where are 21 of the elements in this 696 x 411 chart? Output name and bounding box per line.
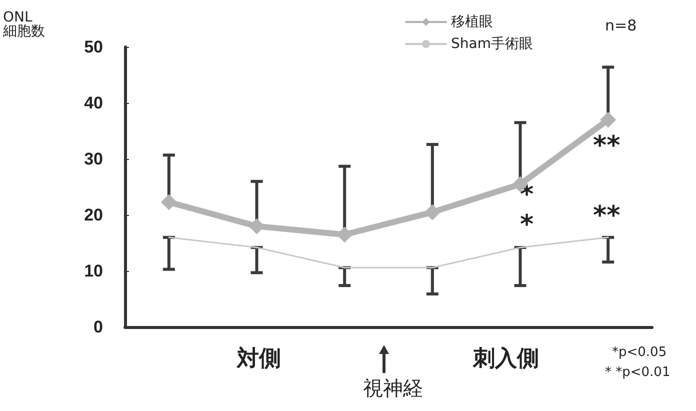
y-tick-label: 30 [84, 150, 103, 168]
y-tick-label: 10 [84, 262, 103, 280]
text: 視神経 [363, 376, 423, 400]
text: * *p<0.01 [605, 365, 670, 380]
point [424, 204, 440, 220]
annotation: ** [593, 131, 621, 161]
legend-label: Sham手術眼 [451, 36, 533, 52]
annotation: ** [593, 201, 621, 231]
point [600, 112, 616, 128]
text: 対側 [236, 346, 281, 372]
annotation: * [520, 210, 534, 240]
y-tick-label: 0 [94, 318, 103, 336]
y-tick-label: 50 [84, 38, 103, 56]
text: n=8 [605, 16, 637, 34]
text: *p<0.05 [612, 345, 667, 360]
legend-label: 移植眼 [451, 14, 493, 30]
text: 刺入側 [472, 346, 539, 372]
y-tick-label: 40 [84, 94, 103, 112]
point [160, 194, 177, 210]
y-axis-title: ONL 細胞数 [2, 10, 45, 40]
y-tick-label: 20 [84, 206, 103, 224]
